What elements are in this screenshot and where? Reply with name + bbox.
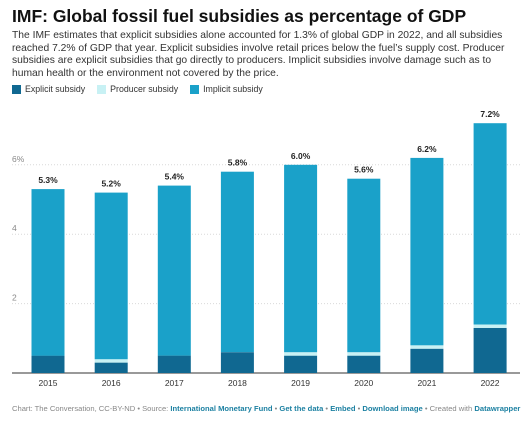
legend-label-implicit: Implicit subsidy [203,84,263,94]
total-label-2020: 5.6% [354,165,374,175]
x-tick-label-2022: 2022 [481,378,500,388]
bar-segment-implicit-2017 [157,185,191,356]
y-tick-label: 2 [12,293,17,303]
labels: 5.3% 2015 5.2% 2016 5.4% 2017 5.8% 2018 6.0% 2019… [38,109,500,388]
chart-footer: Chart: The Conversation, CC-BY-ND • Sour… [12,404,520,413]
x-tick-label-2016: 2016 [102,378,121,388]
bar-segment-implicit-2019 [284,164,318,353]
bar-segment-explicit-2021 [410,348,444,373]
bar-segment-implicit-2021 [410,157,444,346]
total-label-2016: 5.2% [101,179,121,189]
bar-segment-explicit-2017 [157,355,191,373]
download-image-link[interactable]: Download image [362,404,423,413]
legend-item-producer: Producer subsidy [97,84,178,94]
x-tick-label-2017: 2017 [165,378,184,388]
x-tick-label-2019: 2019 [291,378,310,388]
bar-segment-implicit-2020 [347,178,381,353]
legend-swatch-producer [97,84,107,94]
total-label-2015: 5.3% [38,175,58,185]
footer-separator: • [355,404,363,413]
x-tick-label-2015: 2015 [39,378,58,388]
datawrapper-link[interactable]: Datawrapper [474,404,521,413]
x-tick-label-2020: 2020 [354,378,373,388]
bar-segment-explicit-2016 [94,362,128,373]
total-label-2017: 5.4% [165,172,185,182]
y-tick-label: 4 [12,223,17,233]
total-label-2022: 7.2% [480,109,500,119]
bars [31,123,507,373]
total-label-2019: 6.0% [291,151,311,161]
bar-segment-producer-2020 [347,352,381,356]
y-tick-label: 6% [12,154,25,164]
legend-swatch-explicit [12,84,21,94]
footer-separator: • [272,404,280,413]
bar-segment-implicit-2022 [473,123,507,325]
gridlines: 2 4 6% [12,154,520,374]
x-tick-label-2021: 2021 [417,378,436,388]
bar-segment-explicit-2020 [347,355,381,373]
bar-segment-explicit-2022 [473,327,507,373]
chart-title: IMF: Global fossil fuel subsidies as per… [12,6,467,26]
bar-segment-producer-2016 [94,359,128,363]
legend: Explicit subsidy Producer subsidy Implic… [12,84,263,94]
x-tick-label-2018: 2018 [228,378,247,388]
get-data-link[interactable]: Get the data [279,404,324,413]
footer-credit: Chart: The Conversation, CC-BY-ND • Sour… [12,404,171,413]
bar-segment-explicit-2015 [31,355,65,373]
source-link[interactable]: International Monetary Fund [170,404,273,413]
legend-swatch-implicit [190,84,200,94]
bar-segment-implicit-2016 [94,192,128,360]
bar-segment-producer-2019 [284,352,318,356]
footer-separator: • [323,404,331,413]
bar-segment-producer-2022 [473,324,507,328]
bar-segment-implicit-2018 [220,171,254,353]
footer-created-with: • Created with [422,404,475,413]
bar-chart: 2 4 6% 5.3% 2015 5.2% 2016 5.4% 2017 5.8% 2018 6.0… [12,109,520,388]
legend-label-explicit: Explicit subsidy [25,84,86,94]
bar-segment-implicit-2015 [31,189,65,356]
legend-label-producer: Producer subsidy [110,84,179,94]
bar-segment-producer-2021 [410,345,444,349]
total-label-2021: 6.2% [417,144,437,154]
legend-item-explicit: Explicit subsidy [12,84,85,94]
embed-link[interactable]: Embed [330,404,356,413]
total-label-2018: 5.8% [228,158,248,168]
chart-description: The IMF estimates that explicit subsidie… [12,30,505,79]
bar-segment-explicit-2019 [284,355,318,373]
bar-segment-explicit-2018 [220,352,254,373]
legend-item-implicit: Implicit subsidy [190,84,263,94]
